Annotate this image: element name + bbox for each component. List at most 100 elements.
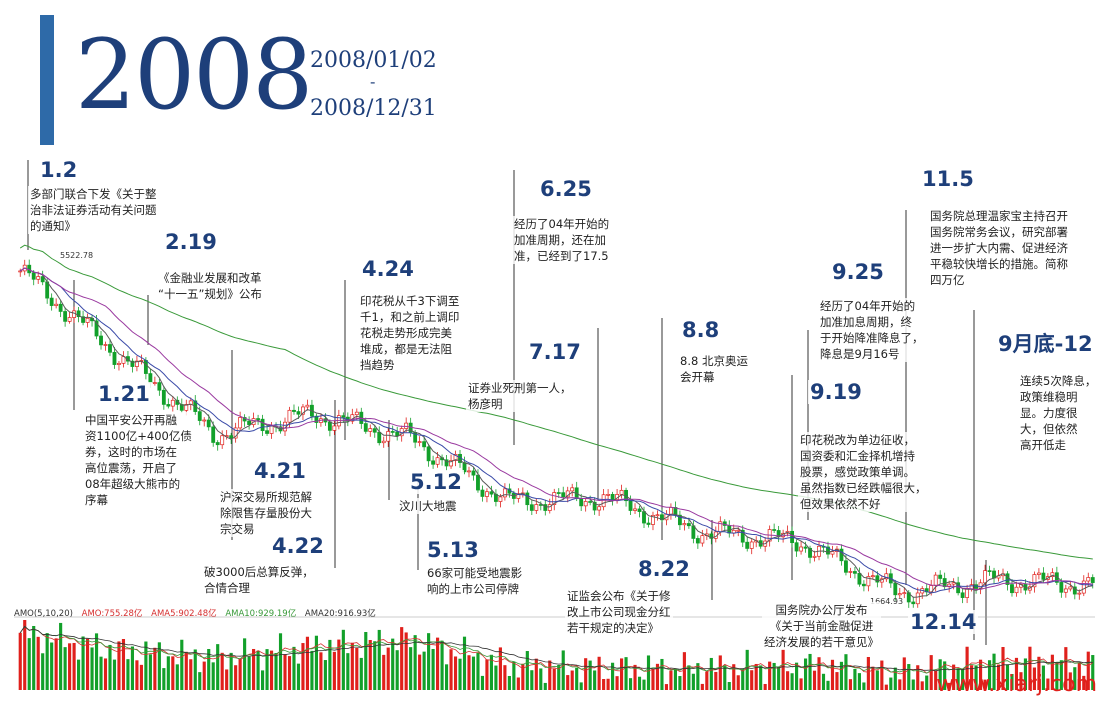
candlestick: [992, 567, 996, 584]
candlestick: [794, 539, 799, 557]
volume-bar: [1059, 660, 1063, 690]
event-date: 4.21: [252, 459, 308, 483]
volume-bar: [1001, 647, 1005, 690]
volume-bar: [503, 665, 507, 690]
volume-bar: [198, 672, 202, 690]
candlestick: [713, 526, 718, 543]
volume-bar: [745, 649, 749, 690]
volume-bar: [700, 683, 704, 690]
event-date: 8.22: [636, 557, 692, 581]
volume-bar: [606, 678, 610, 690]
event-date: 9.19: [808, 380, 864, 404]
volume-bar: [1010, 673, 1014, 690]
event-text: 连续5次降息， 政策维稳明 显。力度很 大，但依然 高开低走: [1018, 373, 1099, 453]
candlestick: [431, 455, 436, 469]
volume-bar: [938, 659, 942, 690]
candlestick: [1036, 568, 1041, 580]
moving-average-line: [19, 267, 1093, 594]
volume-bar: [664, 684, 669, 690]
volume-bar: [853, 669, 857, 690]
volume-bar: [633, 664, 637, 690]
volume-bar: [651, 668, 655, 690]
volume-bar: [382, 654, 386, 690]
candlestick: [772, 523, 777, 534]
candlestick: [247, 416, 252, 430]
candlestick: [72, 306, 77, 323]
volume-bar: [570, 670, 574, 690]
candlestick: [875, 571, 880, 588]
volume-bar: [790, 673, 794, 690]
volume-bar: [898, 679, 902, 690]
candlestick: [166, 398, 171, 409]
volume-bar: [211, 662, 215, 690]
ama20-value: AMA20:916.93亿: [304, 609, 376, 619]
candlestick: [897, 587, 902, 599]
volume-bar: [314, 635, 318, 690]
volume-bar: [50, 642, 54, 690]
candlestick: [395, 426, 400, 441]
event-date: 8.8: [680, 318, 722, 342]
event-text: 汶川大地震: [397, 498, 459, 514]
volume-bar: [584, 658, 588, 690]
volume-bar: [754, 663, 758, 690]
volume-bar: [588, 660, 592, 690]
volume-bar: [534, 658, 538, 690]
event-date: 5.12: [408, 470, 464, 494]
indicator-label: AMO(5,10,20): [14, 609, 73, 619]
candlestick: [763, 537, 768, 552]
candlestick: [852, 566, 857, 579]
candlestick: [422, 436, 427, 451]
event-date: 9月底-12: [996, 328, 1095, 358]
volume-bar: [68, 643, 72, 690]
volume-bar: [907, 664, 911, 690]
volume-bar: [817, 657, 821, 690]
candlestick: [556, 488, 561, 498]
candlestick: [179, 398, 184, 414]
volume-bar: [952, 664, 956, 690]
candlestick: [229, 432, 234, 444]
volume-bar: [884, 684, 888, 690]
candlestick: [924, 583, 929, 597]
candlestick: [543, 499, 548, 516]
volume-bar: [274, 653, 278, 690]
candlestick: [547, 498, 552, 514]
volume-bar: [391, 638, 395, 690]
volume-bar: [328, 639, 332, 690]
volume-bar: [889, 677, 893, 690]
volume-bar: [525, 651, 529, 690]
candlestick: [126, 350, 130, 365]
volume-bar: [808, 653, 812, 690]
candlestick: [94, 315, 99, 340]
candlestick: [193, 395, 198, 415]
volume-bar: [41, 653, 45, 690]
event-date: 6.25: [538, 177, 594, 201]
candlestick: [857, 567, 862, 587]
candlestick: [301, 404, 305, 421]
volume-bar: [516, 677, 520, 690]
volume-bar: [139, 664, 143, 690]
candlestick: [489, 485, 494, 498]
candlestick: [884, 567, 889, 582]
volume-bar: [305, 636, 310, 690]
event-text: 印花税从千3下调至 千1，和之前上调印 花税走势形成完美 堆成，都是无法阻 挡趋…: [358, 293, 462, 373]
date-separator: -: [370, 72, 376, 91]
volume-bar: [970, 665, 974, 690]
candlestick: [848, 567, 853, 579]
event-text: 证券业死刑第一人， 杨彦明: [466, 380, 574, 412]
event-date: 4.22: [270, 534, 326, 558]
candlestick: [161, 385, 166, 410]
candlestick: [911, 596, 916, 608]
candlestick: [669, 503, 673, 520]
volume-bar: [714, 671, 718, 690]
volume-bar: [871, 666, 875, 690]
volume-bar: [597, 656, 601, 690]
candlestick: [987, 565, 992, 576]
volume-bar: [18, 632, 22, 690]
volume-bar: [628, 678, 633, 690]
candlestick: [134, 356, 139, 372]
volume-bar: [575, 667, 579, 690]
volume-bar: [1073, 667, 1077, 690]
volume-bar: [359, 657, 363, 690]
volume-bar: [476, 652, 480, 690]
volume-bar: [974, 665, 978, 690]
